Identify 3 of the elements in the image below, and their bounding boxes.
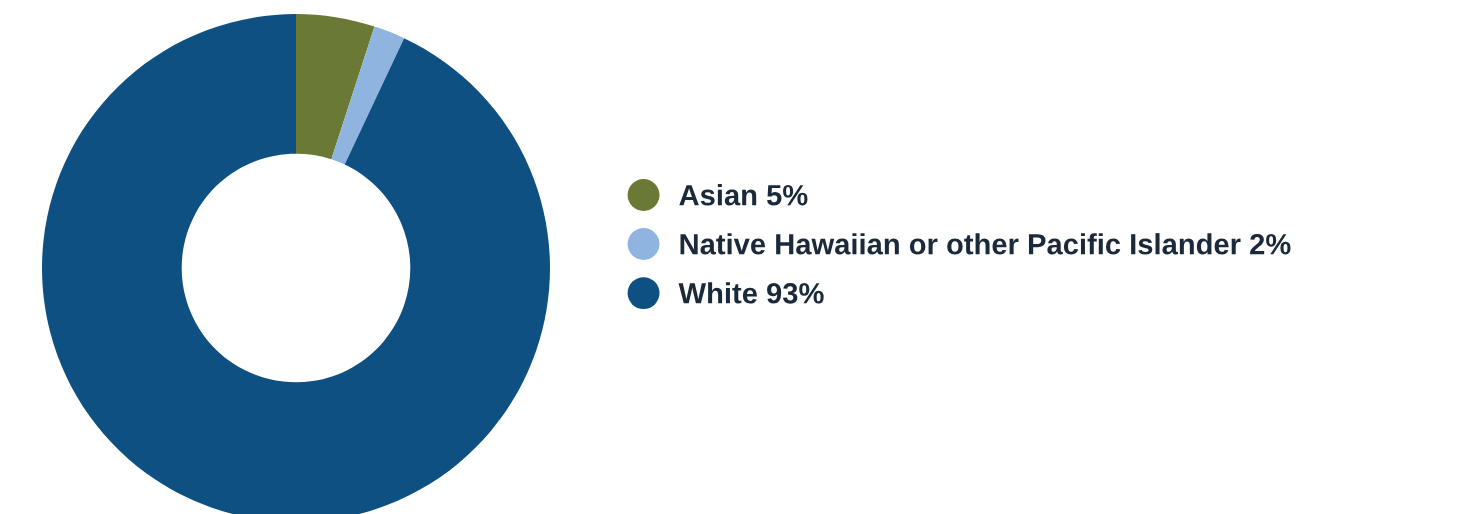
legend-label: Native Hawaiian or other Pacific Islander 2% bbox=[680, 233, 1291, 255]
legend-label: Asian 5% bbox=[679, 184, 808, 206]
legend-label: White 93% bbox=[678, 282, 824, 304]
